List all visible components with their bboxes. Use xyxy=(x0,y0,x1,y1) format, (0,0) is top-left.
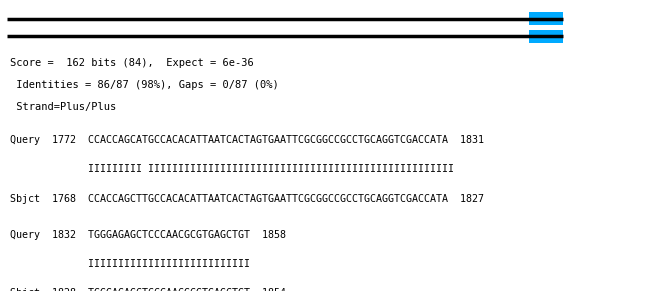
Text: Sbjct  1768  CCACCAGCTTGCCACACATTAATCACTAGTGAATTCGCGGCCGCCTGCAGGTCGACCATA  1827: Sbjct 1768 CCACCAGCTTGCCACACATTAATCACTAG… xyxy=(10,194,484,203)
Text: Identities = 86/87 (98%), Gaps = 0/87 (0%): Identities = 86/87 (98%), Gaps = 0/87 (0… xyxy=(10,80,279,90)
Text: Sbjct  1828  TGGGAGAGCTCCCAACGCGTGAGCTGT  1854: Sbjct 1828 TGGGAGAGCTCCCAACGCGTGAGCTGT 1… xyxy=(10,288,286,291)
FancyBboxPatch shape xyxy=(529,30,563,43)
Text: Strand=Plus/Plus: Strand=Plus/Plus xyxy=(10,102,117,112)
Text: Query  1832  TGGGAGAGCTCCCAACGCGTGAGCTGT  1858: Query 1832 TGGGAGAGCTCCCAACGCGTGAGCTGT 1… xyxy=(10,230,286,240)
Text: Score =  162 bits (84),  Expect = 6e-36: Score = 162 bits (84), Expect = 6e-36 xyxy=(10,58,254,68)
Text: IIIIIIIII IIIIIIIIIIIIIIIIIIIIIIIIIIIIIIIIIIIIIIIIIIIIIIIIIII: IIIIIIIII IIIIIIIIIIIIIIIIIIIIIIIIIIIIII… xyxy=(10,164,454,174)
Text: Query  1772  CCACCAGCATGCCACACATTAATCACTAGTGAATTCGCGGCCGCCTGCAGGTCGACCATA  1831: Query 1772 CCACCAGCATGCCACACATTAATCACTAG… xyxy=(10,135,484,145)
FancyBboxPatch shape xyxy=(529,12,563,25)
Text: IIIIIIIIIIIIIIIIIIIIIIIIIII: IIIIIIIIIIIIIIIIIIIIIIIIIII xyxy=(10,259,250,269)
